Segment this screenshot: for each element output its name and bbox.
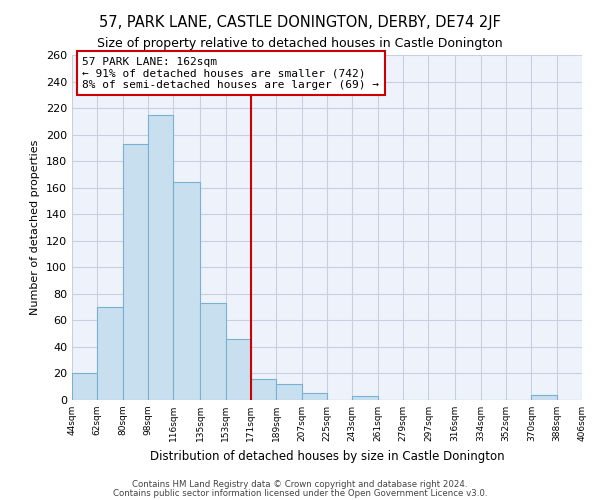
Y-axis label: Number of detached properties: Number of detached properties: [31, 140, 40, 315]
Bar: [148, 114, 173, 400]
Bar: [226, 339, 251, 400]
Bar: [72, 374, 97, 400]
Text: Size of property relative to detached houses in Castle Donington: Size of property relative to detached ho…: [97, 38, 503, 51]
Bar: [276, 384, 302, 400]
Text: 57, PARK LANE, CASTLE DONINGTON, DERBY, DE74 2JF: 57, PARK LANE, CASTLE DONINGTON, DERBY, …: [99, 15, 501, 30]
Bar: [97, 307, 123, 400]
Text: Contains public sector information licensed under the Open Government Licence v3: Contains public sector information licen…: [113, 488, 487, 498]
X-axis label: Distribution of detached houses by size in Castle Donington: Distribution of detached houses by size …: [149, 450, 505, 462]
Bar: [531, 394, 557, 400]
Bar: [123, 144, 148, 400]
Text: 57 PARK LANE: 162sqm
← 91% of detached houses are smaller (742)
8% of semi-detac: 57 PARK LANE: 162sqm ← 91% of detached h…: [82, 56, 379, 90]
Bar: [200, 303, 226, 400]
Bar: [302, 394, 327, 400]
Bar: [251, 379, 276, 400]
Text: Contains HM Land Registry data © Crown copyright and database right 2024.: Contains HM Land Registry data © Crown c…: [132, 480, 468, 489]
Bar: [352, 396, 378, 400]
Bar: [173, 182, 200, 400]
